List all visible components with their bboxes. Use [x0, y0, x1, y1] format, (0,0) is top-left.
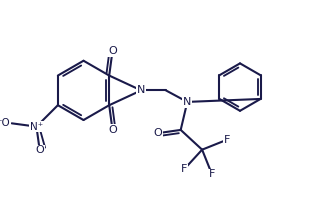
Text: O: O — [108, 125, 117, 135]
Text: ⁻O: ⁻O — [0, 118, 10, 128]
Text: N: N — [183, 97, 191, 107]
Text: O: O — [108, 46, 117, 56]
Text: F: F — [224, 135, 230, 145]
Text: O: O — [35, 145, 44, 155]
Text: N: N — [137, 85, 145, 95]
Text: N⁺: N⁺ — [30, 122, 43, 132]
Text: F: F — [181, 164, 187, 174]
Text: O: O — [153, 128, 162, 138]
Text: F: F — [209, 169, 215, 179]
